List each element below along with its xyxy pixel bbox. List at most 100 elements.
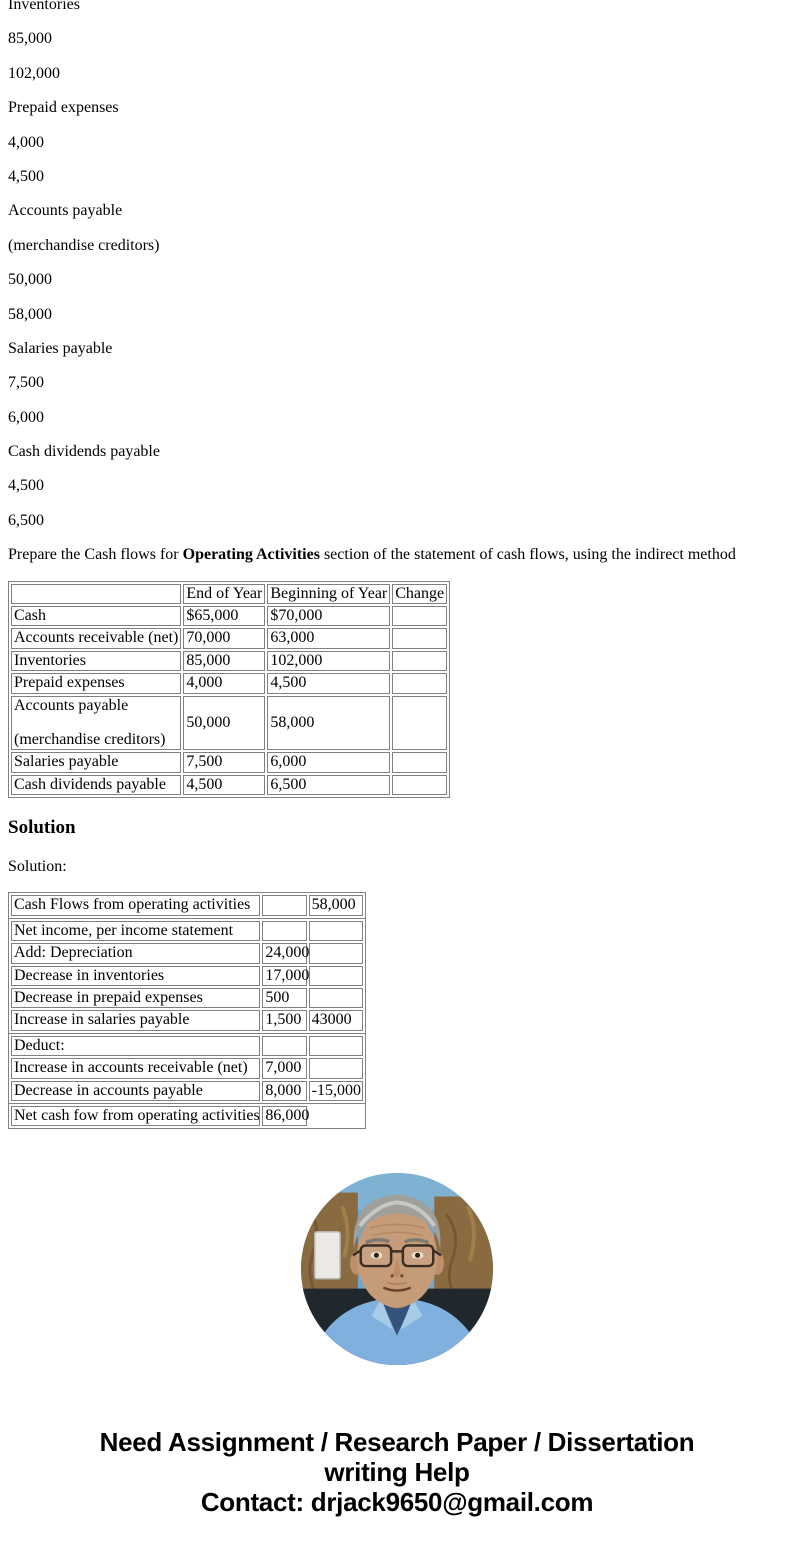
intro-line: 85,000 bbox=[8, 30, 52, 48]
table-cell: Deduct: bbox=[11, 1035, 261, 1057]
intro-line: 7,500 bbox=[8, 374, 44, 392]
intro-line: 4,500 bbox=[8, 167, 44, 185]
row-label: Cash dividends payable bbox=[11, 774, 182, 796]
intro-line: Accounts payable bbox=[8, 202, 123, 220]
table-cell: Increase in salaries payable bbox=[11, 1010, 261, 1031]
table-cell: Decrease in prepaid expenses bbox=[11, 987, 261, 1009]
comparison-table: End of Year Beginning of Year Change Cash $6… bbox=[8, 580, 451, 799]
solution-table: Cash Flows from operating activities 58,0… bbox=[8, 892, 366, 1130]
row-label: Inventories bbox=[11, 650, 182, 672]
table-cell: 70,000 bbox=[183, 628, 266, 649]
intro-line: Salaries payable bbox=[8, 339, 113, 357]
table-cell: 1,500 bbox=[262, 1010, 307, 1031]
prompt-suffix: section of the statement of cash flows, … bbox=[319, 546, 736, 564]
table-cell bbox=[392, 628, 448, 649]
tutor-photo bbox=[300, 1173, 494, 1366]
solution-label: Solution: bbox=[8, 858, 67, 875]
table-cell: -15,000 bbox=[308, 1080, 363, 1101]
column-header: End of Year bbox=[183, 583, 266, 605]
table-cell: Add: Depreciation bbox=[11, 943, 261, 964]
row-label-line1: Accounts payable bbox=[14, 696, 129, 714]
table-cell: 4,500 bbox=[183, 774, 266, 796]
intro-line: 4,000 bbox=[8, 133, 44, 151]
table-cell: Decrease in inventories bbox=[11, 965, 261, 986]
table-cell: Net income, per income statement bbox=[11, 920, 261, 942]
table-cell bbox=[308, 1058, 363, 1079]
table-cell: Decrease in accounts payable bbox=[11, 1080, 261, 1101]
table-cell: 102,000 bbox=[267, 650, 391, 672]
table-row: Inventories 85,000 102,000 bbox=[11, 650, 448, 672]
table-cell: $65,000 bbox=[183, 606, 266, 627]
table-cell: 7,500 bbox=[183, 752, 266, 773]
table-cell bbox=[308, 1035, 363, 1057]
table-row: Decrease in prepaid expenses 500 bbox=[11, 987, 363, 1009]
intro-line: 4,500 bbox=[8, 477, 44, 495]
table-cell: 43000 bbox=[308, 1010, 363, 1031]
table-row: Increase in salaries payable 1,500 43000 bbox=[11, 1010, 363, 1031]
intro-line: Prepaid expenses bbox=[8, 99, 119, 117]
prompt-bold: Operating Activities bbox=[182, 546, 320, 564]
tutor-photo-container bbox=[8, 1171, 786, 1372]
prompt-text: Prepare the Cash flows for Operating Act… bbox=[8, 546, 786, 564]
table-cell: Increase in accounts receivable (net) bbox=[11, 1058, 261, 1079]
table-cell: Net cash fow from operating activities bbox=[11, 1105, 261, 1127]
intro-line: 50,000 bbox=[8, 271, 52, 289]
intro-line: 58,000 bbox=[8, 305, 52, 323]
table-row: Net cash fow from operating activities 86… bbox=[11, 1105, 363, 1127]
table-cell bbox=[262, 895, 307, 916]
table-cell: 500 bbox=[262, 987, 307, 1009]
table-cell: 63,000 bbox=[267, 628, 391, 649]
solution-table-group: Cash Flows from operating activities 58,0… bbox=[9, 893, 365, 919]
table-cell: 8,000 bbox=[262, 1080, 307, 1101]
table-cell bbox=[308, 965, 363, 986]
footer-line: Contact: drjack9650@gmail.com bbox=[200, 1486, 594, 1517]
table-row: Increase in accounts receivable (net) 7,0… bbox=[11, 1058, 363, 1079]
table-cell: 6,000 bbox=[267, 752, 391, 773]
table-cell: 85,000 bbox=[183, 650, 266, 672]
table-cell: 24,000 bbox=[262, 943, 309, 964]
table-row: Salaries payable 7,500 6,000 bbox=[11, 752, 448, 773]
table-row: Prepaid expenses 4,000 4,500 bbox=[11, 673, 448, 694]
table-cell: $70,000 bbox=[267, 606, 391, 627]
table-row: Cash dividends payable 4,500 6,500 bbox=[11, 774, 448, 796]
prompt-prefix: Prepare the Cash flows for bbox=[8, 546, 183, 564]
table-cell bbox=[262, 1035, 307, 1057]
intro-line: 102,000 bbox=[8, 64, 60, 82]
table-cell: Cash Flows from operating activities bbox=[11, 895, 261, 916]
solution-heading: Solution bbox=[8, 817, 76, 839]
intro-line: 6,000 bbox=[8, 408, 44, 426]
row-label: Prepaid expenses bbox=[11, 673, 182, 694]
table-cell bbox=[308, 920, 363, 942]
solution-table-group: Net income, per income statement Add: Dep… bbox=[9, 919, 365, 1034]
table-row: Add: Depreciation 24,000 bbox=[11, 943, 363, 964]
column-header: Beginning of Year bbox=[267, 583, 391, 605]
table-cell: 86,000 bbox=[262, 1105, 309, 1127]
table-cell bbox=[392, 650, 448, 672]
table-cell: 17,000 bbox=[262, 965, 309, 986]
table-row: Decrease in accounts payable 8,000 -15,000 bbox=[11, 1080, 363, 1101]
table-cell bbox=[392, 774, 448, 796]
table-cell: 6,500 bbox=[267, 774, 391, 796]
table-cell: 50,000 bbox=[183, 695, 266, 751]
solution-table-group: Deduct: Increase in accounts receivable (… bbox=[9, 1034, 365, 1104]
table-cell bbox=[262, 920, 307, 942]
row-label: Salaries payable bbox=[11, 752, 182, 773]
table-row: Decrease in inventories 17,000 bbox=[11, 965, 363, 986]
table-cell: 7,000 bbox=[262, 1058, 307, 1079]
intro-line: Cash dividends payable bbox=[8, 443, 160, 461]
table-cell bbox=[308, 987, 363, 1009]
table-cell bbox=[392, 673, 448, 694]
table-cell: 58,000 bbox=[267, 695, 391, 751]
column-header: Change bbox=[392, 583, 448, 605]
footer-help-text: Need Assignment / Research Paper / Disse… bbox=[8, 1427, 786, 1517]
row-label: Cash bbox=[11, 606, 182, 627]
tutor-avatar-image bbox=[300, 1173, 494, 1366]
table-row: Accounts payable (merchandise creditors) 5… bbox=[11, 695, 448, 751]
row-label: Accounts receivable (net) bbox=[11, 628, 182, 649]
intro-line: 6,500 bbox=[8, 511, 44, 529]
table-row: Net income, per income statement bbox=[11, 920, 363, 942]
footer-line: Need Assignment / Research Paper / Disse… bbox=[99, 1426, 695, 1457]
table-row: Accounts receivable (net) 70,000 63,000 bbox=[11, 628, 448, 649]
table-cell bbox=[392, 606, 448, 627]
header-row: End of Year Beginning of Year Change bbox=[11, 583, 448, 605]
